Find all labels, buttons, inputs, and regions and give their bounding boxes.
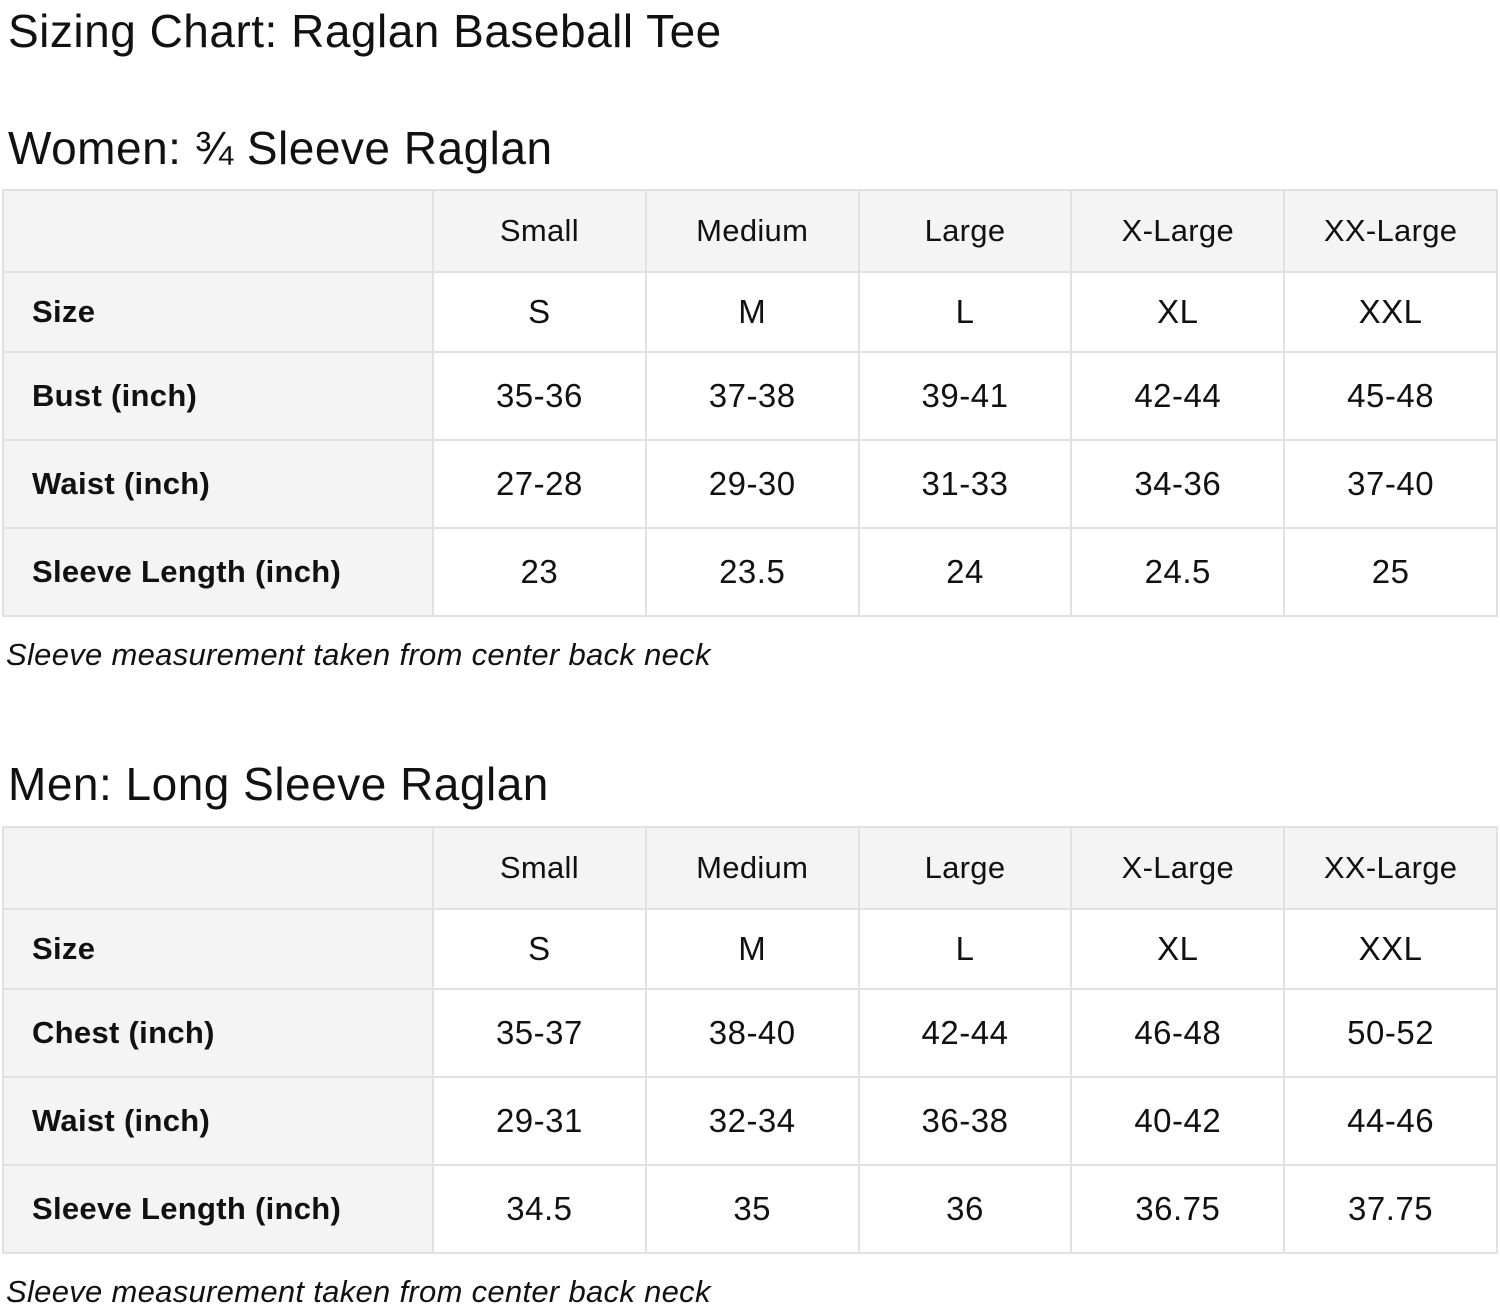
- section-men: Men: Long Sleeve Raglan Small Medium Large…: [0, 759, 1500, 1310]
- table-cell: 50-52: [1283, 987, 1498, 1078]
- table-cell: S: [432, 907, 647, 990]
- header-row: Small Medium Large X-Large XX-Large: [2, 825, 1498, 910]
- table-cell: 29-30: [644, 439, 860, 530]
- table-cell: 42-44: [857, 987, 1073, 1078]
- table-cell: 24: [857, 527, 1073, 618]
- table-cell: 45-48: [1283, 351, 1498, 442]
- table-cell: 29-31: [432, 1075, 647, 1166]
- table-cell: XL: [1070, 907, 1286, 990]
- men-table-body: Size S M L XL XXL Chest (inch) 35-37 38-40 42-44 4…: [2, 907, 1498, 1254]
- table-cell: 38-40: [644, 987, 860, 1078]
- table-cell: 24.5: [1070, 527, 1286, 618]
- table-cell: M: [644, 271, 860, 354]
- table-row: Chest (inch) 35-37 38-40 42-44 46-48 50-52: [2, 987, 1498, 1078]
- column-header: Medium: [644, 825, 860, 910]
- corner-cell: [2, 189, 434, 274]
- women-sizing-table: Small Medium Large X-Large XX-Large Size S M L X…: [2, 189, 1498, 618]
- corner-cell: [2, 825, 434, 910]
- table-cell: 46-48: [1070, 987, 1286, 1078]
- row-label: Size: [2, 271, 434, 354]
- table-cell: 23: [432, 527, 647, 618]
- table-cell: 31-33: [857, 439, 1073, 530]
- table-cell: M: [644, 907, 860, 990]
- column-header: Large: [857, 189, 1073, 274]
- women-table-header: Small Medium Large X-Large XX-Large: [2, 189, 1498, 274]
- page-title: Sizing Chart: Raglan Baseball Tee: [8, 5, 722, 57]
- section-women: Women: ¾ Sleeve Raglan Small Medium Large X…: [0, 121, 1500, 674]
- row-label: Chest (inch): [2, 987, 434, 1078]
- table-cell: 34.5: [432, 1163, 647, 1254]
- table-cell: 36.75: [1070, 1163, 1286, 1254]
- table-row: Bust (inch) 35-36 37-38 39-41 42-44 45-48: [2, 351, 1498, 442]
- women-section-heading: Women: ¾ Sleeve Raglan: [8, 121, 553, 174]
- column-header: Small: [432, 189, 647, 274]
- table-cell: 32-34: [644, 1075, 860, 1166]
- column-header: X-Large: [1070, 825, 1286, 910]
- column-header: XX-Large: [1283, 825, 1498, 910]
- table-cell: 23.5: [644, 527, 860, 618]
- table-cell: 40-42: [1070, 1075, 1286, 1166]
- row-label: Waist (inch): [2, 1075, 434, 1166]
- table-cell: 36-38: [857, 1075, 1073, 1166]
- men-sleeve-note: Sleeve measurement taken from center bac…: [6, 1273, 711, 1309]
- table-cell: 35-36: [432, 351, 647, 442]
- row-label: Sleeve Length (inch): [2, 527, 434, 618]
- table-cell: 34-36: [1070, 439, 1286, 530]
- men-section-heading: Men: Long Sleeve Raglan: [8, 758, 549, 811]
- table-row: Sleeve Length (inch) 34.5 35 36 36.75 37.75: [2, 1163, 1498, 1254]
- table-row: Size S M L XL XXL: [2, 907, 1498, 990]
- table-cell: 37.75: [1283, 1163, 1498, 1254]
- table-row: Waist (inch) 27-28 29-30 31-33 34-36 37-40: [2, 439, 1498, 530]
- table-cell: 37-38: [644, 351, 860, 442]
- table-cell: XL: [1070, 271, 1286, 354]
- table-row: Sleeve Length (inch) 23 23.5 24 24.5 25: [2, 527, 1498, 618]
- men-table-header: Small Medium Large X-Large XX-Large: [2, 825, 1498, 910]
- column-header: Large: [857, 825, 1073, 910]
- women-sleeve-note: Sleeve measurement taken from center bac…: [6, 637, 711, 673]
- table-cell: 44-46: [1283, 1075, 1498, 1166]
- table-cell: XXL: [1283, 907, 1498, 990]
- table-cell: 42-44: [1070, 351, 1286, 442]
- table-cell: L: [857, 907, 1073, 990]
- column-header: Medium: [644, 189, 860, 274]
- table-cell: 39-41: [857, 351, 1073, 442]
- table-cell: 36: [857, 1163, 1073, 1254]
- women-table-body: Size S M L XL XXL Bust (inch) 35-36 37-38 39-41 42…: [2, 271, 1498, 618]
- header-row: Small Medium Large X-Large XX-Large: [2, 189, 1498, 274]
- column-header: X-Large: [1070, 189, 1286, 274]
- row-label: Size: [2, 907, 434, 990]
- table-cell: 35: [644, 1163, 860, 1254]
- row-label: Sleeve Length (inch): [2, 1163, 434, 1254]
- row-label: Bust (inch): [2, 351, 434, 442]
- table-cell: 27-28: [432, 439, 647, 530]
- column-header: XX-Large: [1283, 189, 1498, 274]
- table-cell: 35-37: [432, 987, 647, 1078]
- row-label: Waist (inch): [2, 439, 434, 530]
- table-cell: L: [857, 271, 1073, 354]
- men-sizing-table: Small Medium Large X-Large XX-Large Size S M L X…: [2, 825, 1498, 1254]
- table-cell: 25: [1283, 527, 1498, 618]
- column-header: Small: [432, 825, 647, 910]
- table-row: Waist (inch) 29-31 32-34 36-38 40-42 44-46: [2, 1075, 1498, 1166]
- table-row: Size S M L XL XXL: [2, 271, 1498, 354]
- table-cell: 37-40: [1283, 439, 1498, 530]
- table-cell: S: [432, 271, 647, 354]
- table-cell: XXL: [1283, 271, 1498, 354]
